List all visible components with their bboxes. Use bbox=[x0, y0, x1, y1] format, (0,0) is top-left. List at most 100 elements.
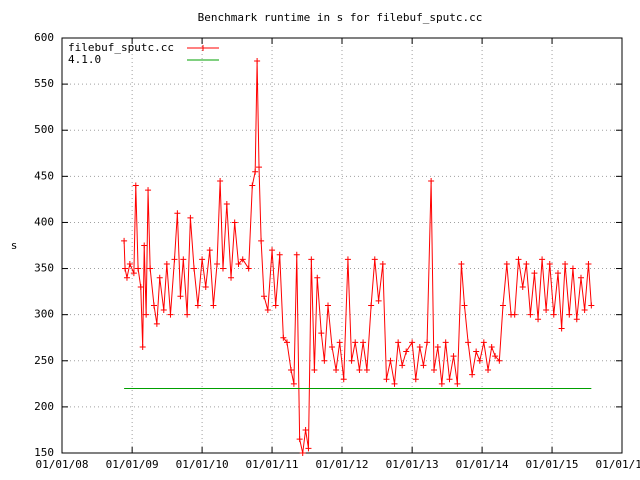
point-marker bbox=[296, 436, 303, 443]
point-marker bbox=[461, 302, 468, 309]
point-marker bbox=[249, 182, 256, 189]
point-marker bbox=[280, 334, 287, 341]
point-marker bbox=[239, 256, 246, 263]
point-marker bbox=[395, 339, 402, 346]
plot-frame bbox=[61, 37, 623, 454]
point-marker bbox=[375, 297, 382, 304]
point-marker bbox=[210, 302, 217, 309]
x-tick-label: 01/01/12 bbox=[316, 458, 369, 471]
point-marker bbox=[130, 270, 137, 277]
point-marker bbox=[174, 210, 181, 217]
point-marker bbox=[577, 274, 584, 281]
point-marker bbox=[391, 380, 398, 387]
point-marker bbox=[252, 168, 259, 175]
point-marker bbox=[424, 339, 431, 346]
point-marker bbox=[137, 284, 144, 290]
point-marker bbox=[485, 367, 492, 373]
point-marker bbox=[368, 302, 375, 309]
point-marker bbox=[585, 260, 592, 267]
point-marker bbox=[523, 260, 530, 267]
point-marker bbox=[573, 316, 580, 323]
point-marker bbox=[272, 302, 279, 309]
point-marker bbox=[438, 380, 445, 387]
point-marker bbox=[258, 237, 265, 244]
point-marker bbox=[293, 251, 300, 258]
point-marker bbox=[446, 376, 453, 383]
point-marker bbox=[488, 343, 495, 350]
point-marker bbox=[143, 311, 150, 318]
point-marker bbox=[290, 380, 297, 387]
point-marker bbox=[550, 311, 557, 318]
x-tick-label: 01/01/15 bbox=[526, 458, 579, 471]
point-marker bbox=[333, 367, 340, 373]
point-marker bbox=[147, 265, 154, 272]
legend-label: 4.1.0 bbox=[68, 53, 101, 66]
y-tick-label: 200 bbox=[34, 400, 54, 413]
y-tick-label: 250 bbox=[34, 354, 54, 367]
point-marker bbox=[235, 260, 242, 267]
point-marker bbox=[356, 367, 363, 373]
point-marker bbox=[283, 339, 290, 346]
point-marker bbox=[276, 251, 283, 258]
point-marker bbox=[163, 260, 170, 267]
point-marker bbox=[311, 367, 318, 373]
point-marker bbox=[150, 302, 157, 309]
point-marker bbox=[153, 320, 160, 327]
point-marker bbox=[305, 445, 312, 452]
point-marker bbox=[156, 274, 163, 281]
point-marker bbox=[434, 343, 441, 350]
legend-marker bbox=[200, 45, 206, 51]
point-marker bbox=[581, 307, 588, 314]
point-marker bbox=[442, 339, 449, 346]
point-marker bbox=[503, 260, 510, 267]
point-marker bbox=[480, 339, 487, 346]
point-marker bbox=[299, 450, 306, 456]
point-marker bbox=[194, 302, 201, 309]
point-marker bbox=[336, 339, 343, 346]
legend-label: filebuf_sputc.cc bbox=[68, 41, 174, 54]
point-marker bbox=[160, 307, 167, 314]
y-axis-label: s bbox=[11, 239, 18, 252]
point-marker bbox=[496, 357, 503, 364]
point-marker bbox=[428, 177, 435, 184]
point-marker bbox=[171, 256, 178, 263]
point-marker bbox=[231, 219, 238, 226]
point-marker bbox=[135, 265, 142, 272]
point-marker bbox=[458, 260, 465, 267]
y-tick-label: 450 bbox=[34, 169, 54, 182]
point-marker bbox=[409, 339, 416, 346]
x-tick-label: 01/01/13 bbox=[386, 458, 439, 471]
point-marker bbox=[539, 256, 546, 263]
x-tick-label: 01/01/10 bbox=[176, 458, 229, 471]
point-marker bbox=[387, 357, 394, 364]
point-marker bbox=[219, 265, 226, 272]
y-tick-label: 300 bbox=[34, 308, 54, 321]
point-marker bbox=[511, 311, 518, 318]
point-marker bbox=[554, 270, 561, 277]
y-tick-label: 600 bbox=[34, 31, 54, 44]
point-marker bbox=[302, 426, 309, 433]
point-marker bbox=[325, 302, 332, 309]
point-marker bbox=[379, 260, 386, 267]
point-marker bbox=[588, 302, 595, 309]
point-marker bbox=[363, 367, 370, 373]
point-marker bbox=[180, 256, 187, 263]
point-marker bbox=[321, 357, 328, 364]
x-tick-label: 01/01/08 bbox=[36, 458, 89, 471]
point-marker bbox=[566, 311, 573, 318]
point-marker bbox=[558, 325, 565, 332]
point-marker bbox=[288, 367, 295, 373]
point-marker bbox=[348, 357, 355, 364]
point-marker bbox=[202, 284, 209, 290]
point-marker bbox=[217, 177, 224, 184]
point-marker bbox=[132, 182, 139, 189]
point-marker bbox=[191, 265, 198, 272]
point-marker bbox=[454, 380, 461, 387]
point-marker bbox=[420, 362, 427, 369]
point-marker bbox=[123, 274, 130, 281]
point-marker bbox=[308, 256, 315, 263]
point-marker bbox=[403, 348, 410, 355]
point-marker bbox=[177, 293, 184, 300]
point-marker bbox=[531, 270, 538, 277]
